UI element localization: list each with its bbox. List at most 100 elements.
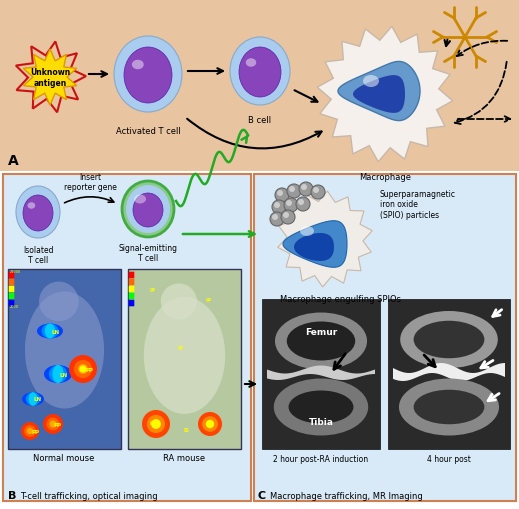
Circle shape bbox=[301, 185, 307, 191]
Text: A: A bbox=[8, 154, 19, 167]
Circle shape bbox=[283, 213, 289, 218]
Circle shape bbox=[47, 418, 60, 431]
Circle shape bbox=[284, 199, 298, 213]
FancyBboxPatch shape bbox=[8, 269, 121, 449]
Ellipse shape bbox=[49, 365, 67, 383]
Circle shape bbox=[24, 426, 36, 437]
FancyBboxPatch shape bbox=[129, 300, 134, 307]
Text: 22000: 22000 bbox=[10, 269, 21, 273]
Text: RA mouse: RA mouse bbox=[163, 453, 205, 462]
Circle shape bbox=[151, 419, 161, 429]
Circle shape bbox=[21, 422, 39, 440]
Text: 4 hour post: 4 hour post bbox=[427, 454, 471, 463]
Ellipse shape bbox=[29, 392, 37, 406]
Circle shape bbox=[289, 187, 295, 192]
Circle shape bbox=[206, 420, 214, 429]
Circle shape bbox=[298, 200, 304, 206]
FancyBboxPatch shape bbox=[9, 286, 15, 293]
Circle shape bbox=[79, 366, 87, 373]
Circle shape bbox=[277, 191, 283, 196]
Circle shape bbox=[270, 213, 284, 227]
Circle shape bbox=[69, 355, 97, 383]
Polygon shape bbox=[23, 50, 77, 106]
Text: Tibia: Tibia bbox=[308, 418, 334, 427]
FancyBboxPatch shape bbox=[128, 269, 241, 449]
Circle shape bbox=[275, 189, 289, 203]
FancyBboxPatch shape bbox=[3, 175, 251, 501]
Text: PP: PP bbox=[54, 422, 62, 427]
Ellipse shape bbox=[246, 59, 256, 68]
Ellipse shape bbox=[275, 313, 367, 370]
Circle shape bbox=[299, 183, 313, 196]
Text: Activated T cell: Activated T cell bbox=[116, 127, 181, 136]
Text: Macrophage trafficking, MR Imaging: Macrophage trafficking, MR Imaging bbox=[270, 491, 423, 500]
FancyBboxPatch shape bbox=[129, 293, 134, 300]
Ellipse shape bbox=[289, 391, 353, 423]
Text: LN: LN bbox=[60, 372, 68, 377]
Text: IP: IP bbox=[206, 297, 212, 302]
Ellipse shape bbox=[363, 76, 379, 88]
Circle shape bbox=[311, 186, 325, 200]
Ellipse shape bbox=[52, 365, 64, 383]
Circle shape bbox=[313, 188, 319, 193]
Text: Isolated
T cell: Isolated T cell bbox=[23, 245, 53, 265]
Ellipse shape bbox=[37, 324, 63, 339]
Circle shape bbox=[287, 185, 301, 199]
FancyBboxPatch shape bbox=[129, 272, 134, 279]
Polygon shape bbox=[294, 234, 334, 262]
FancyBboxPatch shape bbox=[9, 272, 15, 279]
Circle shape bbox=[43, 414, 63, 434]
Text: LN: LN bbox=[34, 396, 42, 401]
Ellipse shape bbox=[124, 48, 172, 104]
Ellipse shape bbox=[22, 392, 44, 406]
Text: Macrophage: Macrophage bbox=[359, 173, 411, 182]
FancyBboxPatch shape bbox=[9, 300, 15, 307]
Text: IS: IS bbox=[183, 427, 189, 432]
Ellipse shape bbox=[39, 282, 78, 322]
Circle shape bbox=[74, 360, 92, 378]
Ellipse shape bbox=[144, 297, 225, 414]
Text: IP: IP bbox=[150, 288, 156, 293]
FancyBboxPatch shape bbox=[9, 293, 15, 300]
Text: PP: PP bbox=[31, 429, 39, 434]
Circle shape bbox=[49, 420, 57, 428]
Circle shape bbox=[286, 201, 292, 207]
Circle shape bbox=[78, 364, 88, 374]
Text: IP: IP bbox=[178, 345, 184, 350]
Text: B: B bbox=[8, 490, 17, 500]
Ellipse shape bbox=[239, 48, 281, 98]
Ellipse shape bbox=[134, 195, 146, 204]
Text: Signal-emitting
T cell: Signal-emitting T cell bbox=[118, 243, 177, 263]
FancyBboxPatch shape bbox=[388, 299, 510, 449]
Ellipse shape bbox=[45, 324, 55, 339]
Ellipse shape bbox=[399, 379, 499, 436]
Ellipse shape bbox=[114, 37, 182, 113]
Ellipse shape bbox=[300, 227, 314, 237]
Circle shape bbox=[274, 203, 280, 209]
Ellipse shape bbox=[400, 312, 498, 369]
Ellipse shape bbox=[132, 61, 144, 70]
Text: Superparamagnetic
iron oxide
(SPIO) particles: Superparamagnetic iron oxide (SPIO) part… bbox=[380, 190, 456, 219]
Ellipse shape bbox=[25, 292, 104, 409]
Text: LN: LN bbox=[52, 329, 60, 334]
Ellipse shape bbox=[287, 322, 355, 361]
Ellipse shape bbox=[161, 284, 197, 320]
Circle shape bbox=[198, 412, 222, 436]
Circle shape bbox=[281, 211, 295, 224]
Text: IP: IP bbox=[150, 420, 156, 425]
Ellipse shape bbox=[274, 379, 368, 436]
Polygon shape bbox=[317, 27, 453, 162]
Text: B cell: B cell bbox=[249, 116, 271, 125]
Text: Normal mouse: Normal mouse bbox=[33, 453, 94, 462]
Text: IP: IP bbox=[208, 420, 214, 425]
Ellipse shape bbox=[26, 392, 40, 406]
Ellipse shape bbox=[414, 321, 484, 358]
Polygon shape bbox=[338, 62, 420, 121]
Circle shape bbox=[202, 416, 218, 432]
FancyBboxPatch shape bbox=[254, 175, 516, 501]
Circle shape bbox=[142, 410, 170, 438]
FancyBboxPatch shape bbox=[129, 279, 134, 286]
Ellipse shape bbox=[126, 186, 170, 234]
Text: T-cell trafficking, optical imaging: T-cell trafficking, optical imaging bbox=[20, 491, 158, 500]
Circle shape bbox=[147, 415, 165, 433]
